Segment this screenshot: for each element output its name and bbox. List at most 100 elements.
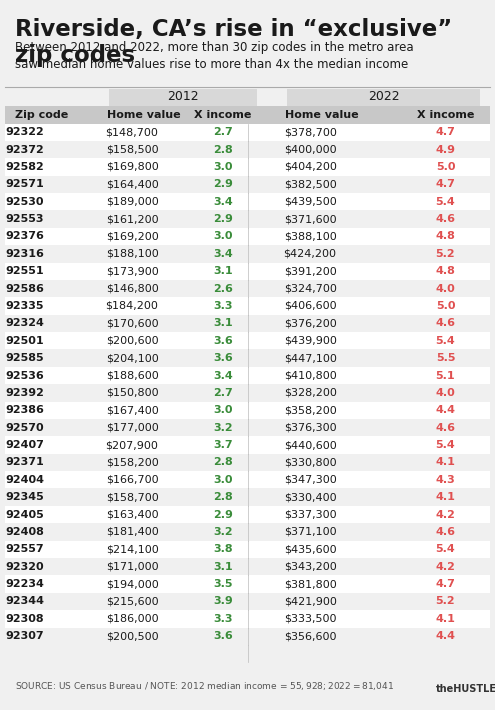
Text: 92404: 92404 (5, 475, 44, 485)
Text: 92551: 92551 (5, 266, 44, 276)
Text: Home value: Home value (107, 110, 180, 120)
Text: 4.4: 4.4 (436, 631, 455, 641)
Text: 3.0: 3.0 (213, 475, 233, 485)
Text: 3.0: 3.0 (213, 231, 233, 241)
Text: 2.6: 2.6 (213, 283, 233, 294)
Text: 5.4: 5.4 (436, 440, 455, 450)
Text: 4.7: 4.7 (436, 579, 455, 589)
Text: 5.1: 5.1 (436, 371, 455, 381)
Text: $207,900: $207,900 (105, 440, 158, 450)
Text: 2.8: 2.8 (213, 145, 233, 155)
Text: $356,600: $356,600 (284, 631, 337, 641)
Text: 4.1: 4.1 (436, 492, 455, 502)
Text: 92344: 92344 (5, 596, 44, 606)
Text: 92322: 92322 (5, 127, 44, 137)
Text: $214,100: $214,100 (105, 545, 158, 555)
Text: 5.0: 5.0 (436, 301, 455, 311)
Text: $382,500: $382,500 (284, 180, 337, 190)
Text: 92408: 92408 (5, 527, 44, 537)
Text: 2.8: 2.8 (213, 492, 233, 502)
Text: 3.6: 3.6 (213, 336, 233, 346)
Text: $328,200: $328,200 (284, 388, 337, 398)
Text: $167,400: $167,400 (105, 405, 158, 415)
Text: $371,600: $371,600 (284, 214, 337, 224)
Text: 4.6: 4.6 (436, 318, 455, 328)
Text: 92371: 92371 (5, 457, 44, 467)
Text: 92536: 92536 (5, 371, 44, 381)
Text: 92407: 92407 (5, 440, 44, 450)
Text: 3.4: 3.4 (213, 371, 233, 381)
Text: 5.5: 5.5 (436, 353, 455, 363)
Text: 4.1: 4.1 (436, 614, 455, 624)
Text: 4.2: 4.2 (436, 510, 455, 520)
Text: $410,800: $410,800 (284, 371, 337, 381)
Text: $371,100: $371,100 (284, 527, 337, 537)
Text: $188,100: $188,100 (105, 248, 158, 259)
Text: 92530: 92530 (5, 197, 44, 207)
Text: 92386: 92386 (5, 405, 44, 415)
Text: X income: X income (194, 110, 251, 120)
Text: $400,000: $400,000 (284, 145, 337, 155)
Text: $164,400: $164,400 (105, 180, 158, 190)
Text: $324,700: $324,700 (284, 283, 337, 294)
Text: $330,800: $330,800 (284, 457, 337, 467)
Text: SOURCE: US Census Bureau / NOTE: 2012 median income = $55,928; 2022 = $81,041: SOURCE: US Census Bureau / NOTE: 2012 me… (15, 680, 394, 692)
Text: 2.9: 2.9 (213, 510, 233, 520)
Text: $381,800: $381,800 (284, 579, 337, 589)
Text: $391,200: $391,200 (284, 266, 337, 276)
Text: $439,500: $439,500 (284, 197, 337, 207)
Text: theHUSTLE: theHUSTLE (436, 684, 495, 694)
Text: 92553: 92553 (5, 214, 44, 224)
Text: 3.1: 3.1 (213, 562, 233, 572)
Text: 3.2: 3.2 (213, 422, 233, 432)
Text: 3.6: 3.6 (213, 631, 233, 641)
Text: $200,500: $200,500 (106, 631, 158, 641)
Text: 3.1: 3.1 (213, 318, 233, 328)
Text: $215,600: $215,600 (106, 596, 158, 606)
Text: 2.9: 2.9 (213, 214, 233, 224)
Text: 3.0: 3.0 (213, 405, 233, 415)
Text: 92308: 92308 (5, 614, 44, 624)
Text: 5.2: 5.2 (436, 248, 455, 259)
Text: 2022: 2022 (368, 90, 399, 103)
Text: $181,400: $181,400 (105, 527, 158, 537)
Text: $188,600: $188,600 (105, 371, 158, 381)
Text: $161,200: $161,200 (106, 214, 158, 224)
Text: 4.1: 4.1 (436, 457, 455, 467)
Text: 92582: 92582 (5, 162, 44, 172)
Text: $337,300: $337,300 (284, 510, 337, 520)
Text: 92585: 92585 (5, 353, 44, 363)
Text: 92320: 92320 (5, 562, 44, 572)
Text: 92345: 92345 (5, 492, 44, 502)
Text: $447,100: $447,100 (284, 353, 337, 363)
Text: 2.9: 2.9 (213, 180, 233, 190)
Text: $189,000: $189,000 (105, 197, 158, 207)
Text: 5.4: 5.4 (436, 197, 455, 207)
Text: 5.0: 5.0 (436, 162, 455, 172)
Text: $358,200: $358,200 (284, 405, 337, 415)
Text: 3.4: 3.4 (213, 248, 233, 259)
Text: 92405: 92405 (5, 510, 44, 520)
Text: $148,700: $148,700 (105, 127, 158, 137)
Text: 3.7: 3.7 (213, 440, 233, 450)
Text: 3.1: 3.1 (213, 266, 233, 276)
Text: 5.4: 5.4 (436, 336, 455, 346)
Text: 4.8: 4.8 (436, 231, 455, 241)
Text: 92571: 92571 (5, 180, 44, 190)
Text: $440,600: $440,600 (284, 440, 337, 450)
Text: 92307: 92307 (5, 631, 44, 641)
Text: 4.9: 4.9 (436, 145, 455, 155)
Text: 4.7: 4.7 (436, 127, 455, 137)
Text: $406,600: $406,600 (284, 301, 337, 311)
Text: 4.4: 4.4 (436, 405, 455, 415)
Text: 92376: 92376 (5, 231, 44, 241)
Text: 3.9: 3.9 (213, 596, 233, 606)
Text: Home value: Home value (285, 110, 358, 120)
Text: 3.0: 3.0 (213, 162, 233, 172)
Text: $204,100: $204,100 (105, 353, 158, 363)
Text: 3.3: 3.3 (213, 301, 233, 311)
Text: 3.8: 3.8 (213, 545, 233, 555)
Text: 4.6: 4.6 (436, 214, 455, 224)
Text: 92501: 92501 (5, 336, 44, 346)
Text: $169,200: $169,200 (105, 231, 158, 241)
